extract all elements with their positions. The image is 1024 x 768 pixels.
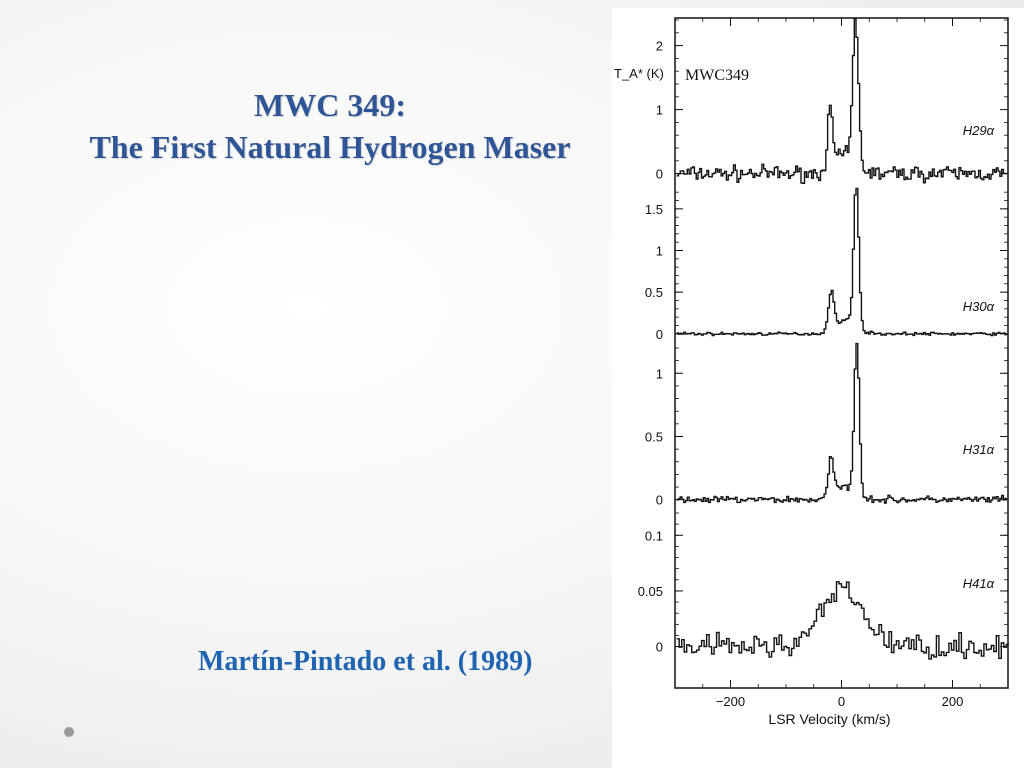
x-axis-label: LSR Velocity (km/s) [768,711,890,727]
spectra-figure: 0 1 2 H29α 0 0.5 1 1.5 H30α 0 0.5 1 H31α 0 0.05 0.1 H41α… [612,8,1024,768]
series-line-H31α [676,342,1007,504]
series-line-H30α [676,187,1007,337]
slide-title: MWC 349: The First Natural Hydrogen Mase… [40,84,620,168]
y-tick-label: 0 [656,640,663,655]
line-label: H31α [963,442,995,457]
source-label: MWC349 [685,67,749,84]
title-line-1: MWC 349: [254,87,406,123]
y-tick-label: 0 [656,327,663,342]
y-tick-label: 0 [656,167,663,182]
y-tick-label: 0.5 [645,429,663,444]
y-tick-label: 1 [656,103,663,118]
series-line-H29α [676,18,1007,184]
y-axis-label: T_A* (K) [614,66,664,81]
title-line-2: The First Natural Hydrogen Maser [89,129,571,165]
line-label: H41α [963,576,995,591]
y-tick-label: 1 [656,366,663,381]
x-tick-label: 200 [942,694,964,709]
line-label: H29α [963,123,995,138]
y-tick-label: 0.1 [645,528,663,543]
y-tick-label: 1.5 [645,202,663,217]
y-tick-label: 0.05 [638,584,663,599]
x-tick-label: −200 [716,694,745,709]
y-tick-label: 0.5 [645,285,663,300]
line-label: H30α [963,299,995,314]
x-tick-label: 0 [838,694,845,709]
citation: Martín-Pintado et al. (1989) [198,646,533,677]
y-tick-label: 0 [656,493,663,508]
y-tick-label: 1 [656,244,663,259]
series-line-H41α [676,581,1009,660]
spectra-chart: 0 1 2 H29α 0 0.5 1 1.5 H30α 0 0.5 1 H31α 0 0.05 0.1 H41α… [614,17,1009,727]
slide-bullet-dot [64,727,74,737]
y-tick-label: 2 [656,39,663,54]
